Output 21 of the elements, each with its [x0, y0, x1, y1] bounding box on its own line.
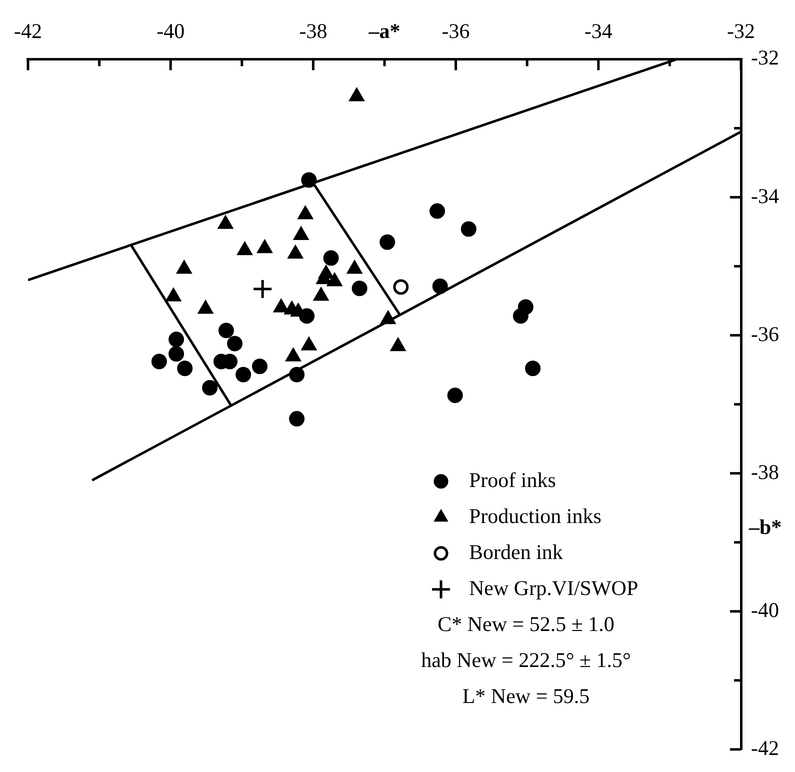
x-tick-label: -42 — [14, 19, 42, 44]
y-axis-title: –b* — [748, 514, 782, 539]
x-tick-label: -36 — [442, 19, 470, 44]
annotation: hab New = 222.5° ± 1.5° — [421, 648, 631, 672]
y-tick-label: -42 — [751, 736, 780, 760]
annotation: C* New = 52.5 ± 1.0 — [438, 612, 614, 636]
legend-label: New Grp.VI/SWOP — [469, 576, 638, 600]
y-tick-label: -32 — [751, 46, 780, 70]
x-tick-label: -38 — [299, 19, 328, 44]
legend-label: Production inks — [469, 504, 602, 528]
y-tick-label: -38 — [751, 460, 780, 484]
x-tick-label: -40 — [156, 19, 185, 44]
y-tick-label: -34 — [751, 184, 780, 208]
y-tick-label: -36 — [751, 322, 780, 346]
x-tick-label: -34 — [584, 19, 613, 44]
x-axis-title: –a* — [368, 19, 400, 44]
y-tick-label: -40 — [751, 598, 780, 622]
legend-label: Borden ink — [469, 540, 564, 564]
x-tick-label: -32 — [727, 19, 756, 44]
legend-label: Proof inks — [469, 468, 556, 492]
annotation: L* New = 59.5 — [462, 684, 590, 708]
